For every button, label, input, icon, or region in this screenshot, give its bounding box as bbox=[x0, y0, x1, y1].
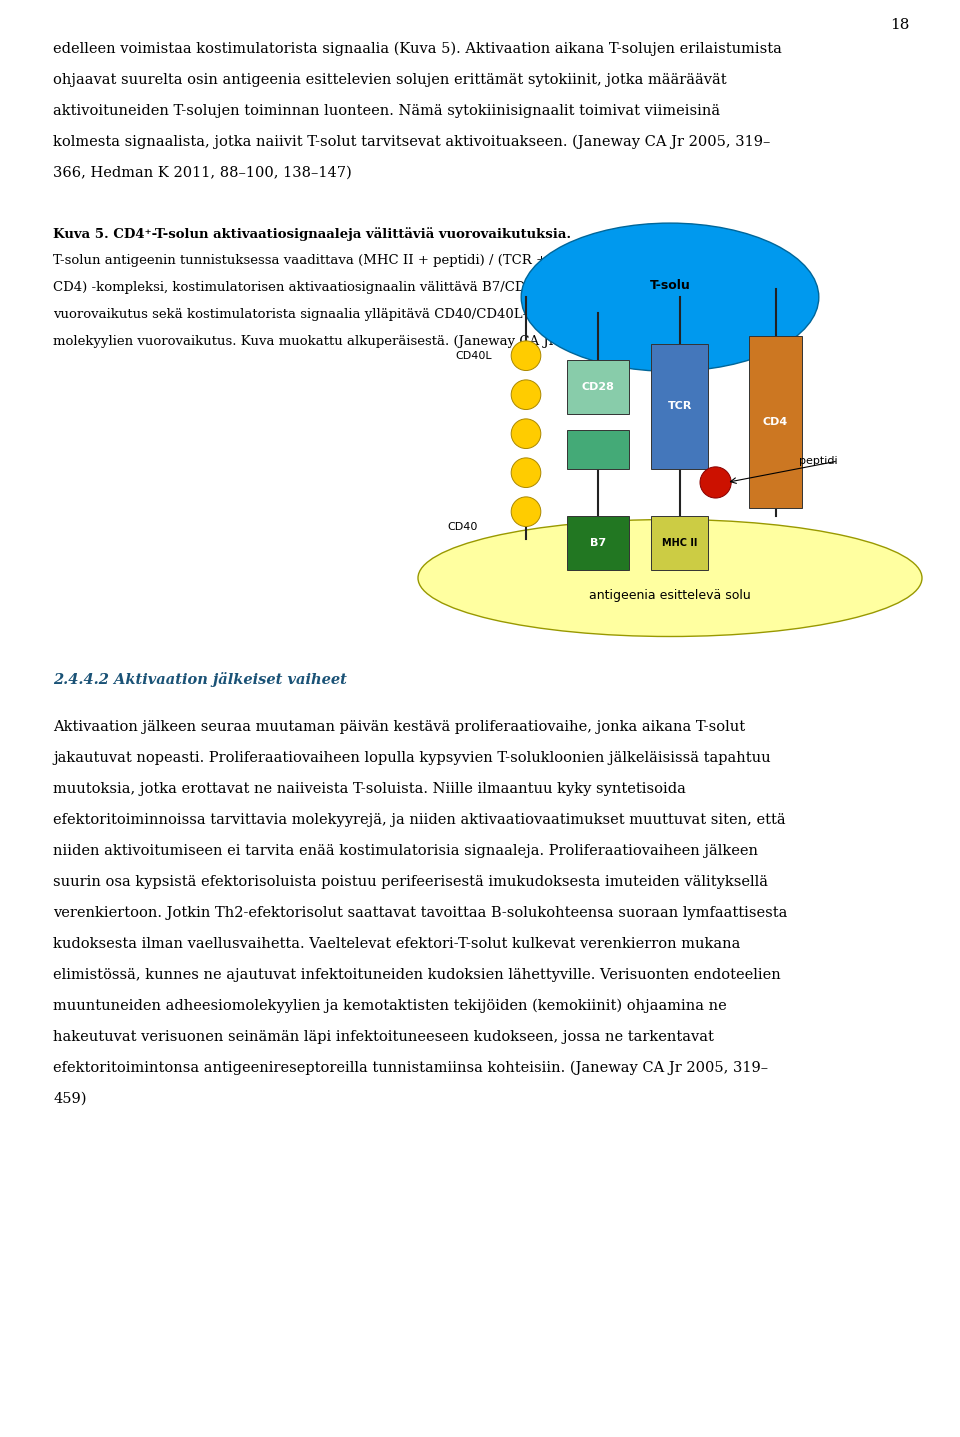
Text: Kuva 5. CD4⁺-T-solun aktivaatiosignaaleja välittäviä vuorovaikutuksia.: Kuva 5. CD4⁺-T-solun aktivaatiosignaalej… bbox=[53, 227, 571, 241]
Text: elimistössä, kunnes ne ajautuvat infektoituneiden kudoksien lähettyville. Verisu: elimistössä, kunnes ne ajautuvat infekto… bbox=[53, 969, 780, 981]
Text: 366, Hedman K 2011, 88–100, 138–147): 366, Hedman K 2011, 88–100, 138–147) bbox=[53, 167, 351, 180]
Text: molekyylien vuorovaikutus. Kuva muokattu alkuperäisestä. (Janeway CA Jr 2005, 34: molekyylien vuorovaikutus. Kuva muokattu… bbox=[53, 335, 632, 348]
Text: T-solun antigeenin tunnistuksessa vaadittava (MHC II + peptidi) / (TCR +: T-solun antigeenin tunnistuksessa vaadit… bbox=[53, 254, 547, 267]
Text: MHC II: MHC II bbox=[661, 537, 697, 547]
Text: CD4: CD4 bbox=[763, 417, 788, 427]
Text: kudoksesta ilman vaellusvaihetta. Vaeltelevat efektori-T-solut kulkevat verenkie: kudoksesta ilman vaellusvaihetta. Vaelte… bbox=[53, 937, 740, 951]
Text: aktivoituneiden T-solujen toiminnan luonteen. Nämä sytokiinisignaalit toimivat v: aktivoituneiden T-solujen toiminnan luon… bbox=[53, 103, 720, 118]
Text: edelleen voimistaa kostimulatorista signaalia (Kuva 5). Aktivaation aikana T-sol: edelleen voimistaa kostimulatorista sign… bbox=[53, 42, 781, 56]
Text: 18: 18 bbox=[891, 19, 910, 32]
Circle shape bbox=[511, 497, 540, 526]
Text: CD4) -kompleksi, kostimulatorisen aktivaatiosignaalin välittävä B7/CD28 -: CD4) -kompleksi, kostimulatorisen aktiva… bbox=[53, 282, 551, 295]
Text: peptidi: peptidi bbox=[800, 456, 838, 466]
Text: T-solu: T-solu bbox=[650, 279, 690, 292]
Text: jakautuvat nopeasti. Proliferaatiovaiheen lopulla kypsyvien T-solukloonien jälke: jakautuvat nopeasti. Proliferaatiovaihee… bbox=[53, 752, 771, 764]
Bar bbox=[749, 336, 802, 507]
Circle shape bbox=[511, 458, 540, 487]
Text: muuntuneiden adheesiomolekyylien ja kemotaktisten tekijöiden (kemokiinit) ohjaam: muuntuneiden adheesiomolekyylien ja kemo… bbox=[53, 999, 727, 1013]
Text: efektoritoimintonsa antigeenireseptoreilla tunnistamiinsa kohteisiin. (Janeway C: efektoritoimintonsa antigeenireseptoreil… bbox=[53, 1061, 768, 1075]
Text: vuorovaikutus sekä kostimulatorista signaalia ylläpitävä CD40/CD40L-: vuorovaikutus sekä kostimulatorista sign… bbox=[53, 308, 527, 320]
Text: niiden aktivoitumiseen ei tarvita enää kostimulatorisia signaaleja. Proliferaati: niiden aktivoitumiseen ei tarvita enää k… bbox=[53, 844, 758, 858]
Text: muutoksia, jotka erottavat ne naiiveista T-soluista. Niille ilmaantuu kyky synte: muutoksia, jotka erottavat ne naiiveista… bbox=[53, 782, 685, 796]
Ellipse shape bbox=[418, 520, 922, 637]
Bar bbox=[651, 343, 708, 468]
Bar bbox=[566, 430, 629, 468]
Circle shape bbox=[700, 467, 732, 499]
Bar bbox=[566, 359, 629, 414]
Bar bbox=[566, 516, 629, 570]
Text: CD40L: CD40L bbox=[456, 351, 492, 361]
Text: 459): 459) bbox=[53, 1092, 86, 1106]
Ellipse shape bbox=[521, 223, 819, 371]
Text: antigeenia esittelevä solu: antigeenia esittelevä solu bbox=[589, 589, 751, 602]
Text: efektoritoiminnoissa tarvittavia molekyyrejä, ja niiden aktivaatiovaatimukset mu: efektoritoiminnoissa tarvittavia molekyy… bbox=[53, 813, 785, 828]
Text: verenkiertoon. Jotkin Th2-efektorisolut saattavat tavoittaa B-solukohteensa suor: verenkiertoon. Jotkin Th2-efektorisolut … bbox=[53, 905, 787, 920]
Text: kolmesta signaalista, jotka naiivit T-solut tarvitsevat aktivoituakseen. (Janewa: kolmesta signaalista, jotka naiivit T-so… bbox=[53, 135, 770, 149]
Text: hakeutuvat verisuonen seinämän läpi infektoituneeseen kudokseen, jossa ne tarken: hakeutuvat verisuonen seinämän läpi infe… bbox=[53, 1030, 714, 1045]
Circle shape bbox=[511, 418, 540, 448]
Circle shape bbox=[511, 341, 540, 371]
Text: ohjaavat suurelta osin antigeenia esittelevien solujen erittämät sytokiinit, jot: ohjaavat suurelta osin antigeenia esitte… bbox=[53, 73, 727, 88]
Bar bbox=[651, 516, 708, 570]
Text: Aktivaation jälkeen seuraa muutaman päivän kestävä proliferaatiovaihe, jonka aik: Aktivaation jälkeen seuraa muutaman päiv… bbox=[53, 720, 745, 734]
Text: 2.4.4.2 Aktivaation jälkeiset vaiheet: 2.4.4.2 Aktivaation jälkeiset vaiheet bbox=[53, 673, 347, 687]
Text: CD40: CD40 bbox=[447, 522, 478, 532]
Circle shape bbox=[511, 379, 540, 410]
Text: CD28: CD28 bbox=[582, 382, 614, 392]
Text: TCR: TCR bbox=[667, 401, 692, 411]
Text: suurin osa kypsistä efektorisoluista poistuu perifeerisestä imukudoksesta imutei: suurin osa kypsistä efektorisoluista poi… bbox=[53, 875, 768, 890]
Text: B7: B7 bbox=[590, 537, 606, 547]
